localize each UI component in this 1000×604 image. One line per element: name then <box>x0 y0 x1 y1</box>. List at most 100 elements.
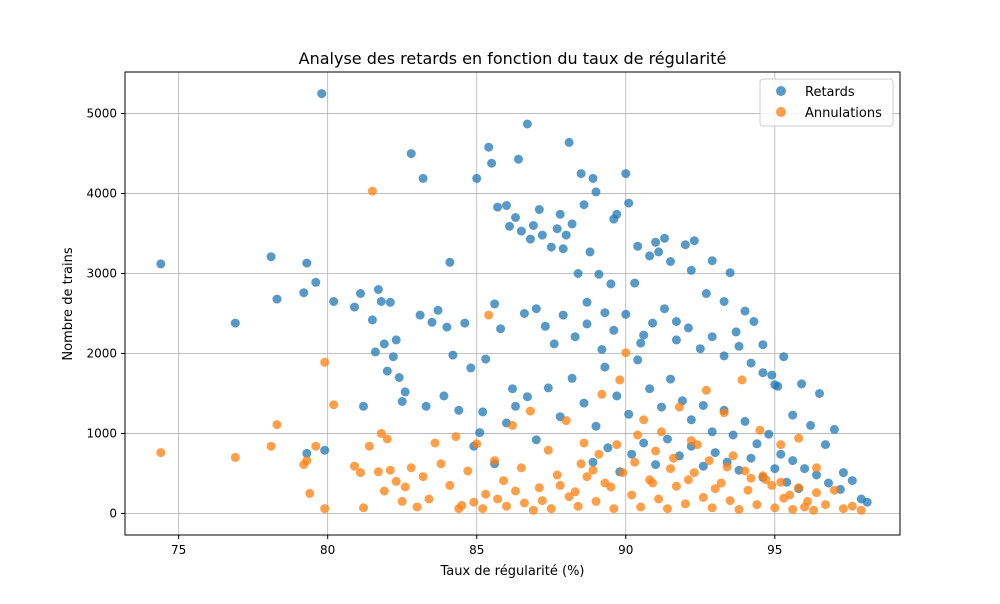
data-point-retards <box>511 213 520 222</box>
data-point-annulations <box>579 438 589 448</box>
data-point-retards <box>573 269 583 278</box>
data-point-retards <box>815 389 824 398</box>
data-point-retards <box>505 221 514 231</box>
data-point-retards <box>689 236 699 246</box>
data-point-retards <box>829 424 839 434</box>
data-point-retards <box>350 302 359 312</box>
data-point-retards <box>502 201 511 210</box>
data-point-retards <box>600 362 610 372</box>
data-point-retards <box>862 497 872 507</box>
data-point-retards <box>597 345 607 354</box>
data-point-retards <box>728 430 738 440</box>
data-point-annulations <box>576 459 586 469</box>
data-point-retards <box>671 335 681 345</box>
data-point-annulations <box>734 504 744 514</box>
data-point-retards <box>388 352 398 362</box>
data-point-retards <box>442 322 452 332</box>
data-point-annulations <box>379 486 389 496</box>
data-point-retards <box>621 169 631 179</box>
data-point-annulations <box>519 498 529 508</box>
data-point-annulations <box>645 475 655 485</box>
data-point-retards <box>567 219 577 229</box>
data-point-annulations <box>612 440 622 450</box>
data-point-annulations <box>499 476 509 486</box>
data-point-annulations <box>728 451 738 461</box>
data-point-annulations <box>788 504 798 514</box>
data-point-retards <box>531 435 541 445</box>
data-point-retards <box>612 209 622 219</box>
data-point-retards <box>531 304 541 314</box>
data-point-retards <box>695 344 705 354</box>
data-point-annulations <box>445 480 455 490</box>
data-point-retards <box>588 457 598 467</box>
data-point-retards <box>639 330 649 340</box>
data-point-retards <box>558 244 568 254</box>
data-point-retards <box>585 247 595 257</box>
data-point-retards <box>496 324 506 334</box>
data-point-retards <box>800 464 810 474</box>
data-point-annulations <box>573 501 583 511</box>
data-point-retards <box>472 173 482 183</box>
data-point-annulations <box>436 459 446 469</box>
data-point-retards <box>680 240 690 250</box>
data-point-annulations <box>618 468 628 478</box>
data-point-retards <box>719 351 729 361</box>
data-point-annulations <box>737 375 747 385</box>
data-point-retards <box>657 402 666 412</box>
data-point-annulations <box>597 389 607 399</box>
data-point-retards <box>651 460 661 470</box>
data-point-retards <box>481 354 491 364</box>
data-point-annulations <box>555 480 565 490</box>
data-point-annulations <box>391 476 401 486</box>
data-point-retards <box>445 257 455 267</box>
data-point-retards <box>639 438 649 448</box>
data-point-annulations <box>722 462 732 472</box>
data-point-retards <box>317 89 327 99</box>
data-point-annulations <box>534 483 544 493</box>
data-point-retards <box>767 370 777 380</box>
data-point-annulations <box>230 452 240 462</box>
data-point-retards <box>528 221 538 230</box>
data-point-annulations <box>669 453 678 463</box>
data-point-annulations <box>570 487 580 497</box>
legend-marker-annulations <box>776 107 786 117</box>
data-point-annulations <box>794 483 804 493</box>
data-point-annulations <box>755 425 765 435</box>
data-point-retards <box>588 173 598 183</box>
data-point-retards <box>654 247 664 257</box>
data-point-retards <box>302 258 312 268</box>
data-point-retards <box>707 332 717 342</box>
y-tick-label: 5000 <box>86 107 117 121</box>
data-point-retards <box>824 478 833 488</box>
data-point-retards <box>540 321 550 331</box>
data-point-annulations <box>305 488 315 498</box>
data-point-retards <box>373 285 383 294</box>
data-point-retards <box>427 317 437 327</box>
data-point-annulations <box>657 427 666 437</box>
data-point-annulations <box>451 432 461 442</box>
data-point-annulations <box>546 504 556 514</box>
data-point-annulations <box>412 502 422 512</box>
data-point-retards <box>645 384 655 394</box>
data-point-retards <box>299 288 309 298</box>
data-point-annulations <box>302 456 312 466</box>
data-point-annulations <box>493 494 503 504</box>
data-point-retards <box>651 237 661 247</box>
data-point-annulations <box>776 477 786 487</box>
data-point-annulations <box>683 475 693 485</box>
legend-marker-retards <box>776 86 786 96</box>
data-point-retards <box>266 252 276 262</box>
data-point-annulations <box>821 500 830 510</box>
data-point-retards <box>683 323 693 333</box>
data-point-annulations <box>716 478 726 488</box>
data-point-retards <box>660 304 669 314</box>
data-point-annulations <box>746 473 756 483</box>
data-point-retards <box>519 309 529 318</box>
data-point-retards <box>701 289 711 298</box>
data-point-annulations <box>525 406 535 416</box>
data-point-retards <box>627 449 637 459</box>
data-point-retards <box>370 347 380 357</box>
data-point-annulations <box>582 472 592 482</box>
data-point-annulations <box>266 441 276 451</box>
data-point-retards <box>460 318 470 328</box>
